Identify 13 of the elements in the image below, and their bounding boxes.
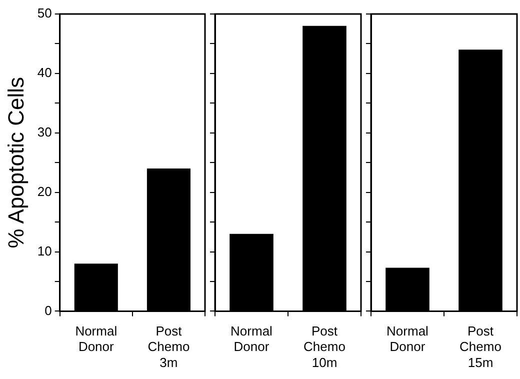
- x-tick-label: Post Chemo 15m: [460, 324, 502, 370]
- y-tick-label: 10: [37, 243, 52, 258]
- y-tick-label: 20: [37, 184, 52, 199]
- x-tick-label: Post Chemo 10m: [304, 324, 346, 370]
- y-tick-label: 50: [37, 6, 52, 21]
- x-tick-label: Post Chemo 3m: [148, 324, 190, 370]
- y-tick-label: 30: [37, 124, 52, 140]
- x-tick-label: Normal Donor: [386, 324, 429, 354]
- x-tick-label: Normal Donor: [75, 324, 118, 354]
- y-tick-label: 0: [44, 302, 52, 318]
- y-axis-title: % Apoptotic Cells: [3, 77, 28, 248]
- y-tick-label: 40: [37, 65, 52, 80]
- x-tick-label: Normal Donor: [230, 324, 273, 354]
